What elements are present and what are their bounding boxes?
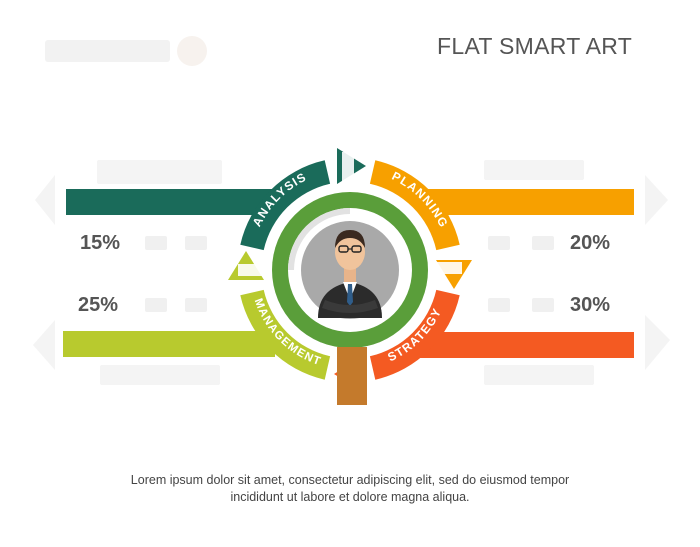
faded-label-top-left bbox=[97, 160, 222, 184]
faded-logo bbox=[45, 40, 170, 62]
faded-label-bottom-left bbox=[100, 365, 220, 385]
faded-icon-top-left bbox=[145, 236, 167, 250]
ring-segment-strategy bbox=[369, 289, 460, 380]
faded-value-top-right bbox=[488, 236, 510, 250]
divider-right bbox=[430, 262, 462, 274]
bar-management bbox=[63, 331, 275, 357]
bar-analysis bbox=[66, 189, 278, 215]
ring-segment-analysis bbox=[240, 160, 331, 251]
businessman-avatar-icon bbox=[318, 230, 382, 318]
faded-icon-bottom-right bbox=[532, 298, 554, 312]
faded-value-bottom-left bbox=[185, 298, 207, 312]
caption-line-2: incididunt ut labore et dolore magna ali… bbox=[230, 490, 470, 504]
bar-planning bbox=[420, 189, 634, 215]
percentage-bottom-right: 30% bbox=[570, 294, 611, 316]
bar-strategy bbox=[420, 332, 634, 358]
faded-icon-bottom-left bbox=[145, 298, 167, 312]
divider-left bbox=[238, 264, 270, 276]
faded-icon-top-right bbox=[532, 236, 554, 250]
caption-line-1: Lorem ipsum dolor sit amet, consectetur … bbox=[130, 473, 570, 487]
accent-block bbox=[337, 347, 367, 405]
ring-segment-management bbox=[240, 289, 331, 380]
divider-top bbox=[342, 152, 354, 184]
caption: Lorem ipsum dolor sit amet, consectetur … bbox=[0, 472, 700, 506]
page-title: FLAT SMART ART bbox=[437, 33, 633, 59]
faded-label-bottom-right bbox=[484, 365, 594, 385]
percentage-top-left: 15% bbox=[80, 232, 121, 254]
faded-arrow-right-bottom bbox=[645, 315, 670, 370]
percentage-top-right: 20% bbox=[570, 232, 611, 254]
ring-segment-planning bbox=[369, 160, 460, 251]
faded-arrow-left-top bbox=[35, 175, 55, 225]
faded-arrow-left-bottom bbox=[33, 320, 55, 370]
faded-label-top-right bbox=[484, 160, 584, 180]
percentage-bottom-left: 25% bbox=[78, 294, 119, 316]
faded-arrow-right-top bbox=[645, 175, 668, 225]
faded-value-top-left bbox=[185, 236, 207, 250]
faded-logo-mark bbox=[177, 36, 207, 66]
faded-value-bottom-right bbox=[488, 298, 510, 312]
